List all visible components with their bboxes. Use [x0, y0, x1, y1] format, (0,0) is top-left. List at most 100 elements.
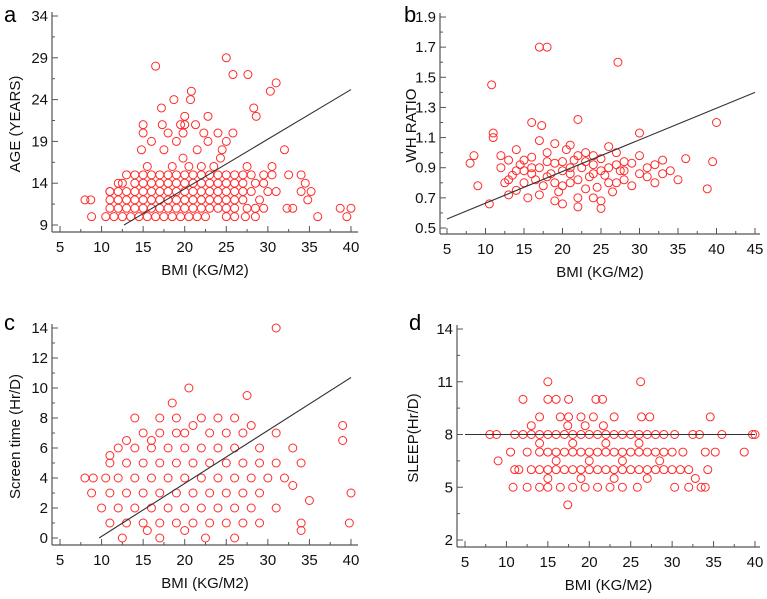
data-point	[180, 170, 190, 180]
data-point	[113, 443, 123, 453]
data-point	[196, 473, 206, 483]
data-point	[146, 178, 156, 188]
data-point	[240, 212, 250, 222]
data-point	[469, 151, 479, 161]
data-point	[619, 157, 629, 167]
data-point	[527, 169, 537, 179]
data-point	[130, 195, 140, 205]
data-point	[122, 458, 132, 468]
data-point	[588, 151, 598, 161]
data-point	[282, 203, 292, 213]
data-point	[159, 145, 169, 155]
panel-letter: a	[4, 2, 17, 27]
data-point	[673, 175, 683, 185]
data-point	[617, 456, 627, 466]
data-point	[658, 155, 668, 165]
data-point	[611, 148, 621, 158]
x-tick-label: 40	[343, 552, 360, 569]
data-point	[601, 447, 611, 457]
data-point	[171, 178, 181, 188]
data-point	[146, 187, 156, 197]
data-point	[221, 428, 231, 438]
data-point	[604, 178, 614, 188]
data-point	[279, 473, 289, 483]
data-point	[535, 465, 545, 475]
data-point	[138, 488, 148, 498]
data-point	[163, 503, 173, 513]
data-point	[634, 465, 644, 475]
data-point	[176, 212, 186, 222]
data-point	[565, 163, 575, 173]
data-point	[542, 42, 552, 52]
y-tick-label: 4	[40, 470, 48, 487]
data-point	[138, 178, 148, 188]
y-tick-label: 0.7	[415, 190, 436, 207]
data-point	[271, 428, 281, 438]
data-point	[580, 421, 590, 431]
data-point	[504, 155, 514, 165]
x-tick-label: 15	[540, 554, 557, 571]
data-point	[142, 212, 152, 222]
data-point	[551, 394, 561, 404]
data-point	[300, 178, 310, 188]
data-point	[167, 398, 177, 408]
data-point	[593, 482, 603, 492]
data-point	[696, 482, 706, 492]
data-point	[192, 212, 202, 222]
data-point	[221, 187, 231, 197]
data-point	[138, 428, 148, 438]
data-point	[196, 187, 206, 197]
y-tick-label: 0	[40, 530, 48, 547]
data-point	[635, 128, 644, 138]
data-point	[163, 443, 173, 453]
data-point	[335, 203, 345, 213]
data-point	[271, 458, 281, 468]
data-point	[303, 195, 313, 205]
data-point	[496, 151, 506, 161]
data-point	[122, 170, 132, 180]
data-point	[180, 443, 190, 453]
data-point	[105, 187, 115, 197]
x-tick-label: 45	[747, 241, 764, 258]
data-point	[250, 203, 260, 213]
data-point	[130, 473, 140, 483]
data-point	[465, 158, 475, 168]
data-point	[180, 120, 190, 130]
data-point	[171, 203, 181, 213]
data-point	[554, 187, 564, 197]
data-point	[155, 187, 165, 197]
data-point	[581, 157, 591, 167]
data-point	[635, 151, 644, 161]
data-point	[159, 212, 169, 222]
data-point	[163, 187, 173, 197]
data-point	[626, 447, 636, 457]
data-point	[642, 447, 652, 457]
y-axis-label: Screen time (Hr/D)	[7, 374, 24, 499]
data-point	[163, 170, 173, 180]
data-point	[596, 196, 606, 206]
data-point	[522, 447, 532, 457]
data-point	[130, 503, 140, 513]
x-tick-label: 40	[343, 239, 360, 256]
data-point	[163, 203, 173, 213]
data-point	[527, 152, 537, 162]
data-point	[271, 323, 281, 333]
data-point	[551, 465, 561, 475]
data-point	[138, 187, 148, 197]
data-point	[138, 170, 148, 180]
x-axis-label: BMI (KG/M2)	[565, 577, 653, 594]
data-point	[205, 195, 215, 205]
data-point	[296, 518, 306, 528]
data-point	[619, 175, 629, 185]
data-point	[146, 473, 156, 483]
data-point	[138, 458, 148, 468]
data-point	[508, 482, 518, 492]
x-tick-label: 20	[581, 554, 598, 571]
data-point	[255, 195, 265, 205]
data-point	[523, 193, 533, 203]
data-point	[167, 212, 177, 222]
data-point	[188, 488, 198, 498]
data-point	[555, 412, 565, 422]
x-tick-label: 10	[93, 239, 110, 256]
